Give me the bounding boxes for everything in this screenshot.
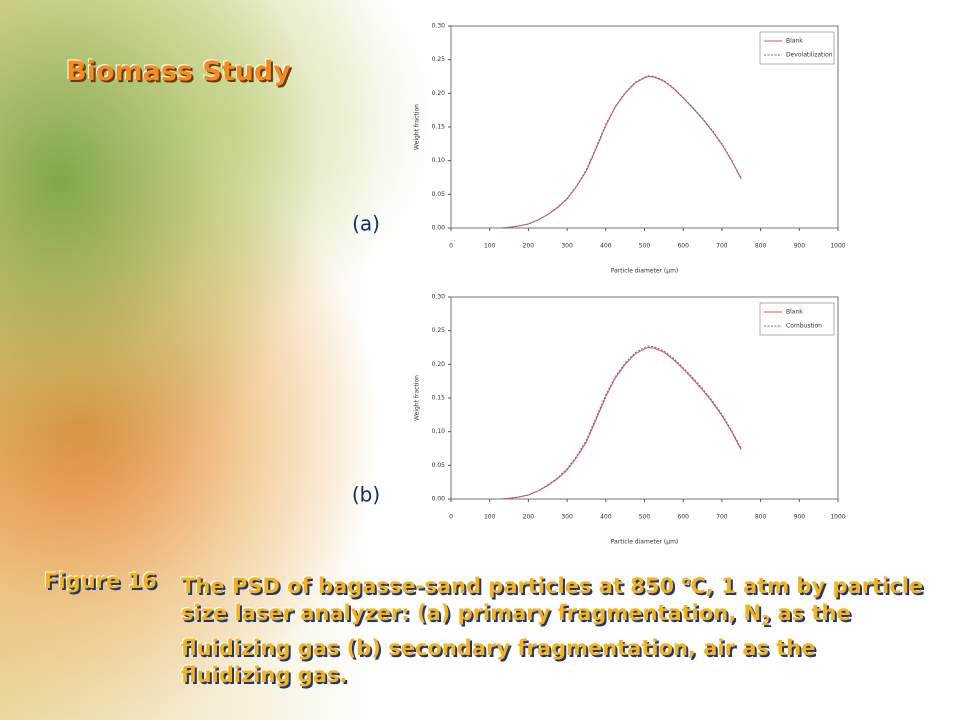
x-tick-label: 100 (484, 243, 496, 250)
y-tick-label: 0.30 (432, 23, 446, 30)
slide-title: Biomass Study (66, 56, 291, 87)
x-tick-label: 800 (755, 514, 767, 521)
series-line (501, 345, 742, 500)
x-tick-label: 1000 (830, 243, 845, 250)
y-tick-label: 0.05 (432, 462, 446, 469)
x-tick-label: 100 (484, 514, 496, 521)
legend-label: Combustion (786, 323, 822, 330)
caption-body: The PSD of bagasse-sand particles at 850… (181, 568, 924, 689)
x-tick-label: 0 (449, 514, 453, 521)
legend-box (759, 302, 835, 336)
x-tick-label: 700 (716, 514, 728, 521)
x-tick-label: 200 (523, 514, 535, 521)
x-tick-label: 500 (639, 514, 651, 521)
y-tick-label: 0.05 (432, 191, 446, 198)
x-tick-label: 1000 (830, 514, 845, 521)
x-tick-label: 300 (561, 514, 573, 521)
caption-sup: o (681, 574, 691, 589)
x-tick-label: 700 (716, 243, 728, 250)
x-tick-label: 600 (677, 514, 689, 521)
legend-label: Devolatilization (786, 52, 833, 59)
x-tick-label: 500 (639, 243, 651, 250)
x-tick-label: 200 (523, 243, 535, 250)
legend-box (759, 31, 835, 65)
caption-text: as the fluidizing gas (b) secondary frag… (181, 601, 851, 688)
x-tick-label: 400 (600, 243, 612, 250)
series-line (501, 346, 742, 500)
x-axis-label: Particle diameter (µm) (611, 539, 679, 546)
x-tick-label: 0 (449, 243, 453, 250)
caption-text: C, 1 atm by particle size laser analyzer… (181, 574, 924, 625)
x-tick-label: 400 (600, 514, 612, 521)
y-tick-label: 0.10 (432, 428, 446, 435)
x-axis-label: Particle diameter (µm) (611, 268, 679, 275)
x-tick-label: 900 (794, 243, 806, 250)
y-tick-label: 0.15 (432, 124, 446, 131)
caption-label: Figure 16 (44, 569, 157, 593)
y-tick-label: 0.20 (432, 90, 446, 97)
y-tick-label: 0.20 (432, 361, 446, 368)
panel-label: (a) (352, 212, 380, 236)
y-axis-label: Weight fraction (414, 375, 421, 421)
y-tick-label: 0.00 (432, 225, 446, 232)
caption-text: The PSD of bagasse-sand particles at 850 (181, 574, 682, 598)
x-tick-label: 300 (561, 243, 573, 250)
y-tick-label: 0.25 (432, 327, 446, 334)
panel-label: (b) (352, 483, 380, 507)
legend-label: Blank (786, 38, 803, 45)
series-line (501, 75, 742, 229)
y-tick-label: 0.30 (432, 294, 446, 301)
y-tick-label: 0.10 (432, 157, 446, 164)
y-tick-label: 0.25 (432, 56, 446, 63)
caption-sub: 2 (761, 614, 771, 630)
y-axis-label: Weight fraction (414, 104, 421, 150)
x-tick-label: 900 (794, 514, 806, 521)
caption: Figure 16 The PSD of bagasse-sand partic… (44, 568, 924, 689)
y-tick-label: 0.00 (432, 496, 446, 503)
x-tick-label: 800 (755, 243, 767, 250)
y-tick-label: 0.15 (432, 395, 446, 402)
legend-label: Blank (786, 309, 803, 316)
x-tick-label: 600 (677, 243, 689, 250)
